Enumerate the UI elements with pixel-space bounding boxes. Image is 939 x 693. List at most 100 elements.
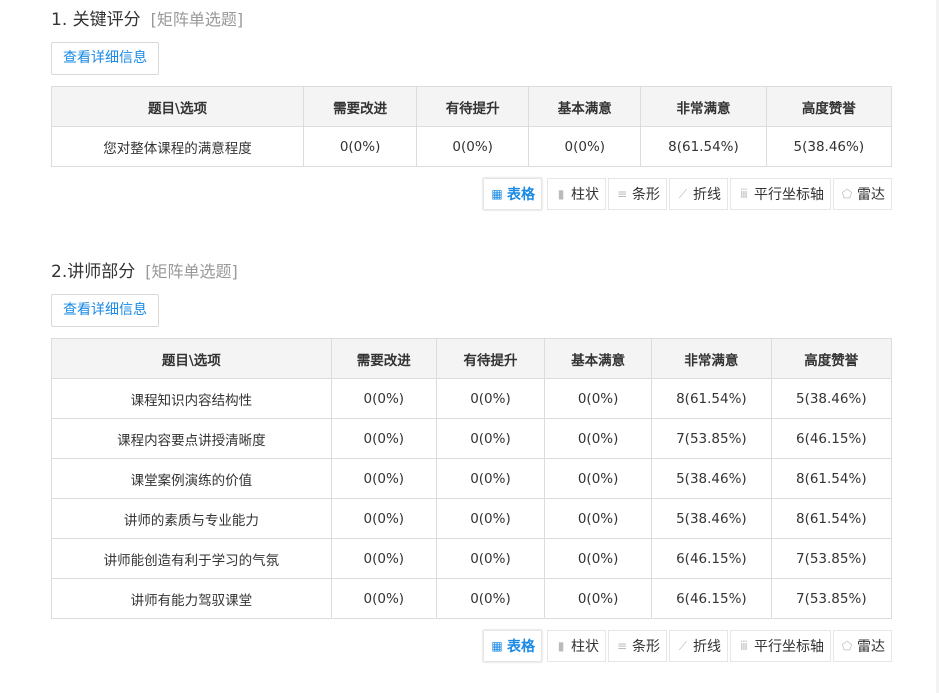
column-header: 非常满意 <box>640 86 767 127</box>
table-cell: 5(38.46%) <box>765 126 893 167</box>
view-parallel-axis-button[interactable]: ⅲ 平行坐标轴 <box>730 178 831 210</box>
table-header-row: 题目\选项 需要改进 有待提升 基本满意 非常满意 高度赞誉 <box>51 338 893 379</box>
line-chart-icon: ⟋ <box>678 187 688 201</box>
table-cell: 8(61.54%) <box>770 498 893 539</box>
question-title: 1. 关键评分 [矩阵单选题] <box>51 8 892 32</box>
column-header: 基本满意 <box>528 86 642 127</box>
view-line-chart-button[interactable]: ⟋ 折线 <box>669 630 728 662</box>
horizontal-bar-icon: ≡ <box>616 639 628 653</box>
view-radar-button[interactable]: ⬠ 雷达 <box>833 630 892 662</box>
table-cell: 0(0%) <box>435 538 546 579</box>
table-cell: 课程知识内容结构性 <box>51 378 332 419</box>
question-type: [矩阵单选题] <box>150 10 244 29</box>
table-cell: 6(46.15%) <box>651 538 772 579</box>
column-header: 高度赞誉 <box>770 338 893 379</box>
bar-chart-icon: ▮ <box>557 187 565 201</box>
view-table-button[interactable]: ▦ 表格 <box>483 630 542 662</box>
table-cell: 0(0%) <box>303 126 418 167</box>
column-header: 题目\选项 <box>50 86 305 127</box>
button-label: 表格 <box>507 639 535 655</box>
table-cell: 0(0%) <box>544 458 653 499</box>
view-bar-chart-button[interactable]: ▮ 柱状 <box>547 630 606 662</box>
table-cell: 0(0%) <box>330 578 437 619</box>
parallel-axis-icon: ⅲ <box>740 187 748 201</box>
view-bar-chart-button[interactable]: ▮ 柱状 <box>547 178 606 210</box>
button-label: 雷达 <box>857 639 885 655</box>
table-cell: 讲师有能力驾驭课堂 <box>51 578 332 619</box>
table-cell: 0(0%) <box>435 498 546 539</box>
line-chart-icon: ⟋ <box>678 639 688 653</box>
question-title-text: 2.讲师部分 <box>51 262 136 282</box>
view-line-chart-button[interactable]: ⟋ 折线 <box>669 178 728 210</box>
view-details-button[interactable]: 查看详细信息 <box>51 294 159 327</box>
table-row: 课程内容要点讲授清晰度 0(0%) 0(0%) 0(0%) 7(53.85%) 6(46.… <box>51 418 893 459</box>
question-title-text: 1. 关键评分 <box>51 10 141 30</box>
button-label: 雷达 <box>857 187 885 203</box>
view-radar-button[interactable]: ⬠ 雷达 <box>833 178 892 210</box>
bar-chart-icon: ▮ <box>557 639 565 653</box>
table-cell: 0(0%) <box>330 458 437 499</box>
results-table: 题目\选项 需要改进 有待提升 基本满意 非常满意 高度赞誉 您对整体课程的满意程度 0(0%… <box>50 86 893 167</box>
table-cell: 0(0%) <box>416 126 530 167</box>
table-cell: 7(53.85%) <box>770 578 893 619</box>
table-cell: 6(46.15%) <box>651 578 772 619</box>
chart-type-toolbar: ▦ 表格 ▮ 柱状 ≡ 条形 ⟋ 折线 ⅲ 平行坐标轴 ⬠ 雷达 <box>51 630 892 662</box>
table-cell: 8(61.54%) <box>640 126 767 167</box>
table-row: 课堂案例演练的价值 0(0%) 0(0%) 0(0%) 5(38.46%) 8(61.54… <box>51 458 893 499</box>
table-cell: 0(0%) <box>330 498 437 539</box>
table-cell: 0(0%) <box>435 378 546 419</box>
table-cell: 5(38.46%) <box>651 498 772 539</box>
button-label: 柱状 <box>571 639 599 655</box>
table-header-row: 题目\选项 需要改进 有待提升 基本满意 非常满意 高度赞誉 <box>50 86 893 127</box>
table-cell: 5(38.46%) <box>651 458 772 499</box>
column-header: 基本满意 <box>544 338 653 379</box>
view-horizontal-bar-button[interactable]: ≡ 条形 <box>608 630 667 662</box>
table-row: 讲师能创造有利于学习的气氛 0(0%) 0(0%) 0(0%) 6(46.15%) 7(5… <box>51 538 893 579</box>
table-cell: 0(0%) <box>330 538 437 579</box>
button-label: 折线 <box>693 639 721 655</box>
view-parallel-axis-button[interactable]: ⅲ 平行坐标轴 <box>730 630 831 662</box>
button-label: 表格 <box>507 187 535 203</box>
button-label: 平行坐标轴 <box>754 639 824 655</box>
table-cell: 6(46.15%) <box>770 418 893 459</box>
table-cell: 5(38.46%) <box>770 378 893 419</box>
radar-icon: ⬠ <box>841 639 853 653</box>
button-label: 条形 <box>632 639 660 655</box>
table-cell: 您对整体课程的满意程度 <box>50 126 305 167</box>
scrollbar-track[interactable] <box>936 0 939 693</box>
question-section: 1. 关键评分 [矩阵单选题] 查看详细信息题目\选项 需要改进 有待提升 基本满意 非常满… <box>50 8 893 210</box>
column-header: 高度赞誉 <box>765 86 893 127</box>
table-cell: 0(0%) <box>544 378 653 419</box>
button-label: 条形 <box>632 187 660 203</box>
table-cell: 0(0%) <box>544 498 653 539</box>
table-cell: 7(53.85%) <box>651 418 772 459</box>
table-cell: 0(0%) <box>435 418 546 459</box>
table-row: 讲师有能力驾驭课堂 0(0%) 0(0%) 0(0%) 6(46.15%) 7(53.85… <box>51 578 893 619</box>
table-cell: 0(0%) <box>544 578 653 619</box>
table-cell: 0(0%) <box>544 418 653 459</box>
view-table-button[interactable]: ▦ 表格 <box>483 178 542 210</box>
table-icon: ▦ <box>491 639 503 653</box>
table-row: 您对整体课程的满意程度 0(0%) 0(0%) 0(0%) 8(61.54%) 5(38.… <box>50 126 893 167</box>
column-header: 有待提升 <box>416 86 530 127</box>
column-header: 非常满意 <box>651 338 772 379</box>
column-header: 题目\选项 <box>51 338 332 379</box>
parallel-axis-icon: ⅲ <box>740 639 748 653</box>
table-cell: 0(0%) <box>528 126 642 167</box>
radar-icon: ⬠ <box>841 187 853 201</box>
table-cell: 0(0%) <box>435 458 546 499</box>
table-cell: 0(0%) <box>544 538 653 579</box>
table-cell: 课堂案例演练的价值 <box>51 458 332 499</box>
question-title: 2.讲师部分 [矩阵单选题] <box>51 260 892 284</box>
table-cell: 8(61.54%) <box>770 458 893 499</box>
table-cell: 讲师能创造有利于学习的气氛 <box>51 538 332 579</box>
view-details-button[interactable]: 查看详细信息 <box>51 42 159 75</box>
column-header: 需要改进 <box>303 86 418 127</box>
question-type: [矩阵单选题] <box>145 262 238 281</box>
table-row: 讲师的素质与专业能力 0(0%) 0(0%) 0(0%) 5(38.46%) 8(61.5… <box>51 498 893 539</box>
view-horizontal-bar-button[interactable]: ≡ 条形 <box>608 178 667 210</box>
table-cell: 0(0%) <box>330 378 437 419</box>
button-label: 柱状 <box>571 187 599 203</box>
chart-type-toolbar: ▦ 表格 ▮ 柱状 ≡ 条形 ⟋ 折线 ⅲ 平行坐标轴 ⬠ 雷达 <box>51 178 892 210</box>
table-cell: 0(0%) <box>330 418 437 459</box>
